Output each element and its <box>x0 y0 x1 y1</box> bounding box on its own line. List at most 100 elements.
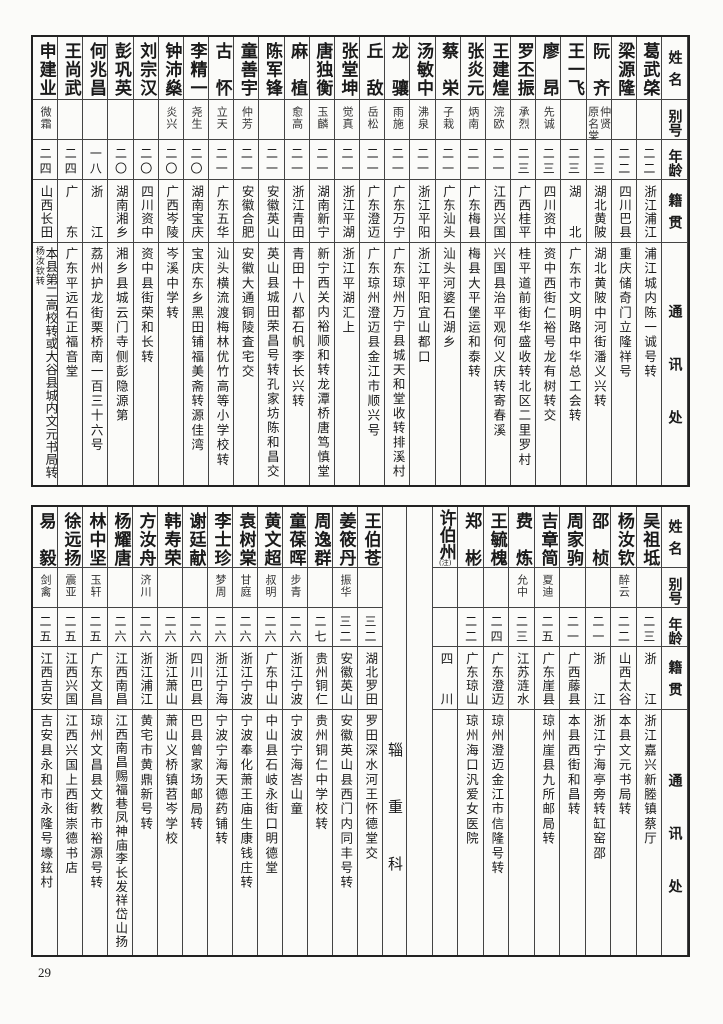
cell-address: 吉安县永和市永隆号壕鉉村 <box>33 710 58 955</box>
cell-native: 广东琼山 <box>458 647 484 710</box>
cell-alias <box>108 100 134 140</box>
address-text: 琼州澄迈金江市信隆号转 <box>489 714 505 876</box>
age-text: 一八 <box>88 147 103 177</box>
cell-native: 广东汕头 <box>435 180 461 243</box>
cell-age: 二六 <box>233 608 258 647</box>
address-text: 中山县石岐永街口明德堂 <box>263 714 279 876</box>
cell-alias <box>183 568 208 608</box>
cell-native: 广东梅县 <box>460 180 486 243</box>
address-text: 浦江城内陈一诚号转 <box>642 247 658 380</box>
cell-native: 广西岑陵 <box>158 180 184 243</box>
person-name: 邵桢 <box>588 512 609 566</box>
cell-alias: 允中 <box>509 568 535 608</box>
cell-address: 浦江城内陈一诚号转 <box>637 243 662 485</box>
cell-address: 琼州澄迈金江市信隆号转 <box>484 710 510 955</box>
person-name: 谢廷献 <box>185 512 206 566</box>
cell-age: 二一 <box>435 140 461 180</box>
cell-alias <box>585 568 612 608</box>
header-alias-label: 别号 <box>666 108 683 137</box>
person-name: 杨汝钦 <box>613 512 634 566</box>
person-name: 林中坚 <box>85 512 106 566</box>
cell-name: 童葆晖 <box>283 507 308 568</box>
cell-age: 二三 <box>509 608 535 647</box>
cell-address: 琼州海口汎爱女医院 <box>458 710 484 955</box>
native-place: 浙江 <box>642 652 658 706</box>
cell-age: 二五 <box>33 608 58 647</box>
cell-age: 二六 <box>208 608 233 647</box>
cell-alias <box>458 568 484 608</box>
cell-alias: 震亚 <box>58 568 83 608</box>
age-text: 二一 <box>415 147 430 177</box>
age-text: 二六 <box>113 615 127 645</box>
cell-name: 刘宗汉 <box>133 37 159 100</box>
cell-name: 黄文超 <box>258 507 283 568</box>
cell-native: 四川巴县 <box>611 180 637 243</box>
age-text: 二五 <box>88 615 102 645</box>
alias-text: 甘庭 <box>239 574 252 598</box>
person-name: 郑彬 <box>461 512 482 566</box>
cell-age: 二〇 <box>133 140 159 180</box>
cell-age: 二三 <box>561 140 587 180</box>
cell-name: 龙骧 <box>385 37 411 100</box>
alias-text: 剑禽 <box>39 574 52 598</box>
person-name: 王建煌 <box>488 42 509 96</box>
cell-alias <box>483 568 510 608</box>
address-text: 浙江平阳宜山都口 <box>415 247 431 365</box>
native-place: 山西长田 <box>38 185 54 239</box>
cell-name: 易毅 <box>33 507 58 568</box>
cell-address: 江西南昌赐福巷凤神庙李长发祥岱山扬 <box>108 710 133 955</box>
person-name: 麻植 <box>287 42 308 96</box>
person-name: 蔡栄 <box>438 42 459 96</box>
native-place: 江西兴国 <box>491 185 507 239</box>
person-name: 许伯州 <box>435 508 456 560</box>
native-place: 浙江青田 <box>289 185 305 239</box>
cell-age: 二二 <box>611 140 637 180</box>
cell-native: 安徽英山 <box>333 647 358 710</box>
cell-native: 浙江平湖 <box>334 180 361 243</box>
address-text: 重庆储奇门立隆祥号 <box>617 247 632 380</box>
cell-age: 二一 <box>259 140 285 180</box>
cell-native: 湖南湘乡 <box>108 180 134 243</box>
cell-alias <box>259 100 285 140</box>
cell-name: 姜筱丹 <box>333 507 358 568</box>
cell-name: 何兆昌 <box>83 37 109 100</box>
cell-alias <box>358 568 383 608</box>
cell-alias <box>108 568 133 608</box>
cell-address: 江西兴国上西街崇德书店 <box>58 710 83 955</box>
cell-alias: 承烈 <box>511 100 537 140</box>
alias-text: 步青 <box>289 574 302 598</box>
person-name: 王一飞 <box>563 42 584 96</box>
cell-name: 彭巩英 <box>108 37 134 100</box>
native-place: 湖北黄陂 <box>591 185 607 239</box>
cell-address: 湘乡县城云门寺侧彭隐源第 <box>108 243 134 485</box>
cell-alias: 剑禽 <box>33 568 58 608</box>
native-place: 广西岑陵 <box>164 185 180 239</box>
age-text: 二一 <box>214 147 229 177</box>
alias-text: 震亚 <box>64 574 77 598</box>
header-native-label: 籍贯 <box>666 660 683 696</box>
cell-address: 黄宅市黄鼎新号转 <box>133 710 158 955</box>
cell-age: 二一 <box>360 140 386 180</box>
age-text: 三二 <box>363 615 377 645</box>
cell-name: 周家驹 <box>560 507 586 568</box>
address-text: 浙江宁海亭旁转缸窑邵 <box>591 714 607 861</box>
age-text: 二五 <box>63 615 77 645</box>
person-name: 童善宇 <box>236 42 257 96</box>
address-text: 罗田深水河王怀德堂交 <box>363 714 379 861</box>
cell-age: 二六 <box>283 608 308 647</box>
cell-alias <box>561 100 587 140</box>
header-name: 姓名 <box>662 507 688 568</box>
age-text: 二三 <box>566 147 581 177</box>
cell-name: 王毓槐 <box>483 507 510 568</box>
cell-name: 袁树棠 <box>233 507 258 568</box>
cell-alias <box>636 100 662 140</box>
cell-native: 浙江宁波 <box>283 647 308 710</box>
alias-text: 立天 <box>215 106 229 130</box>
cell-native: 广东中山 <box>258 647 283 710</box>
native-place: 广西藤县 <box>565 652 581 706</box>
cell-alias: 先诚 <box>536 100 562 140</box>
age-text: 二一 <box>590 615 605 645</box>
cell-alias: 仲贤 原名棠 <box>586 100 612 140</box>
cell-address: 汕头河婆石湖乡 <box>436 243 461 485</box>
native-place: 安徽合肥 <box>239 185 255 239</box>
